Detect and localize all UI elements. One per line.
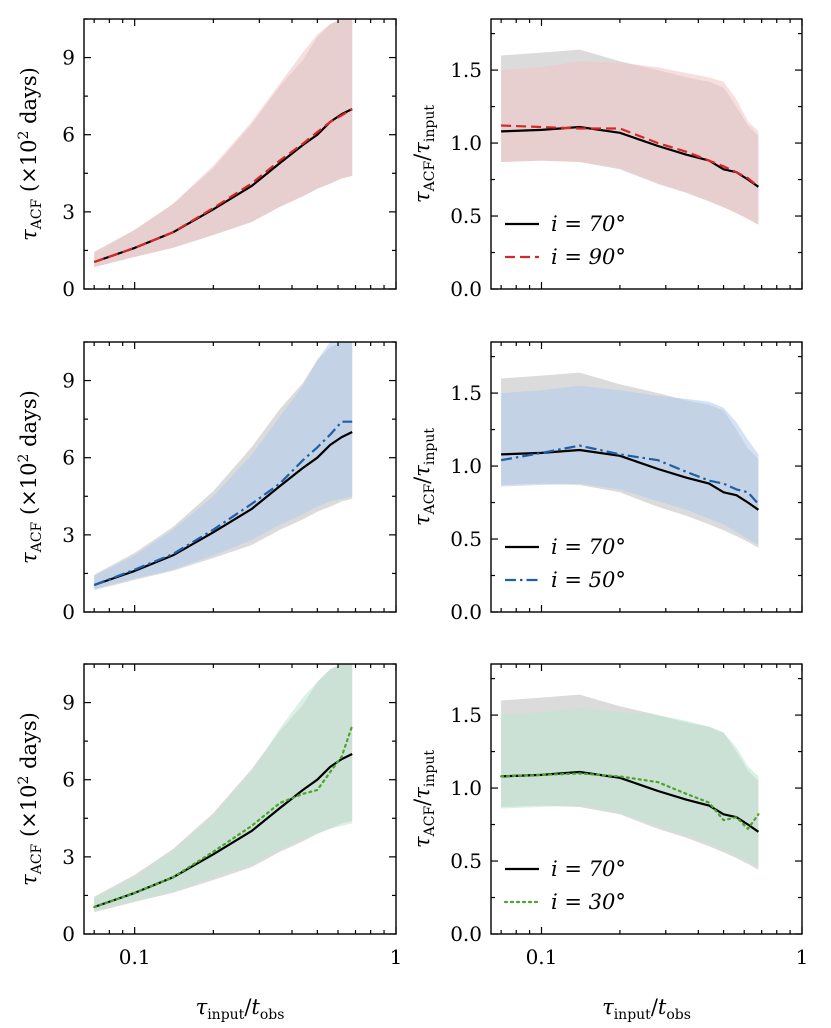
y-tick-label: 1.5 [450,58,482,82]
y-tick-label: 3 [62,200,75,224]
y-tick-label: 6 [62,446,75,470]
legend: i = 70° i = 30° [503,857,626,914]
plot-area [500,694,760,870]
x-axis-label: τinput/tobs [602,995,691,1023]
y-tick-label: 3 [62,845,75,869]
line-i-90- [93,108,353,264]
line-i-50- [93,420,353,587]
band-i-30- [94,664,353,911]
plot-area [93,19,353,268]
y-tick-label: 9 [62,369,75,393]
y-ticks [491,32,802,290]
y-tick-label: 0.5 [450,204,482,228]
legend: i = 70° i = 90° [505,212,626,269]
y-tick-label: 9 [62,46,75,70]
x-axis-label: τinput/tobs [196,995,285,1023]
y-tick-label: 1.5 [450,703,482,727]
legend-label: i = 50° [551,568,626,592]
y-axis-label: τACF/τinput [410,105,438,203]
band-i-50- [501,385,759,545]
line-i-50- [500,444,760,505]
plot-area [93,664,354,913]
y-tick-label: 3 [62,523,75,547]
y-axis-label: τACF/τinput [410,428,438,526]
x-ticks [500,664,803,934]
panel-row1-right: 0.0 0.5 1.0 1.5 τACF/τinput i = 70° i = 90° [410,18,803,301]
y-tick-label: 0 [62,277,75,301]
plot-area [500,372,760,548]
y-tick-label: 0 [62,600,75,624]
legend-label: i = 90° [551,245,626,269]
panel-row2-right: 0.0 0.5 1.0 1.5 τACF/τinput i = 70° i = 50° [410,341,803,624]
legend: i = 70° i = 50° [505,535,626,592]
legend-label: i = 70° [551,212,626,236]
y-ticks [491,677,802,935]
y-tick-label: 6 [62,123,75,147]
y-tick-label: 0.5 [450,527,482,551]
axes-frame [83,18,397,290]
x-ticks [500,342,803,612]
legend-label: i = 70° [551,535,626,559]
y-tick-label: 1.0 [450,454,482,478]
axes-frame [490,341,803,613]
legend-label: i = 70° [551,857,626,881]
x-ticks [93,342,397,612]
band-i-50- [94,342,353,589]
legend-label: i = 30° [551,890,626,914]
axes-frame [83,341,397,613]
plot-area [501,49,760,225]
band-i-70- [94,342,353,591]
band-i-90- [501,61,759,225]
plot-area [93,342,353,591]
y-axis-label: τACF (×102 days) [16,712,45,886]
panel-row1-left: 0 3 6 9 τACF (×102 days) [16,18,397,301]
line-i-70- [93,753,353,909]
axes-frame [83,663,397,935]
line-i-70- [501,448,760,511]
y-tick-label: 1.0 [450,131,482,155]
x-tick-label: 0.1 [526,945,558,969]
y-tick-label: 0.0 [450,600,482,624]
line-i-90- [501,124,760,188]
y-ticks [84,341,396,613]
panel-row3-right: 0.0 0.5 1.0 1.5 0.1 1 τinput/tobs τACF/τinput i … [410,663,809,1023]
panel-row3-left: 0 3 6 9 0.1 1 τinput/tobs τACF (×102 days) [16,663,403,1023]
x-tick-label: 0.1 [119,945,151,969]
y-tick-label: 0.0 [450,922,482,946]
line-i-70- [93,108,353,264]
x-ticks [500,19,803,289]
axes-frame [490,663,803,935]
y-axis-label: τACF (×102 days) [16,390,45,564]
y-tick-label: 9 [62,691,75,715]
y-tick-label: 0.5 [450,849,482,873]
axes-frame [490,18,803,290]
y-tick-label: 0 [62,922,75,946]
y-tick-label: 0.0 [450,277,482,301]
line-i-30- [500,772,760,831]
x-tick-label: 1 [390,945,403,969]
band-i-90- [94,19,353,268]
y-ticks [84,18,396,290]
y-tick-label: 1.0 [450,776,482,800]
x-tick-label: 1 [796,945,809,969]
x-ticks [93,19,397,289]
band-i-30- [501,707,759,867]
y-axis-label: τACF/τinput [410,750,438,848]
y-tick-label: 6 [62,768,75,792]
line-i-70- [93,431,353,587]
y-axis-label: τACF (×102 days) [16,67,45,241]
line-i-30- [93,724,354,909]
y-ticks [491,355,802,613]
x-ticks [93,664,397,934]
panel-row2-left: 0 3 6 9 τACF (×102 days) [16,341,397,624]
y-tick-label: 1.5 [450,381,482,405]
y-ticks [84,663,396,935]
